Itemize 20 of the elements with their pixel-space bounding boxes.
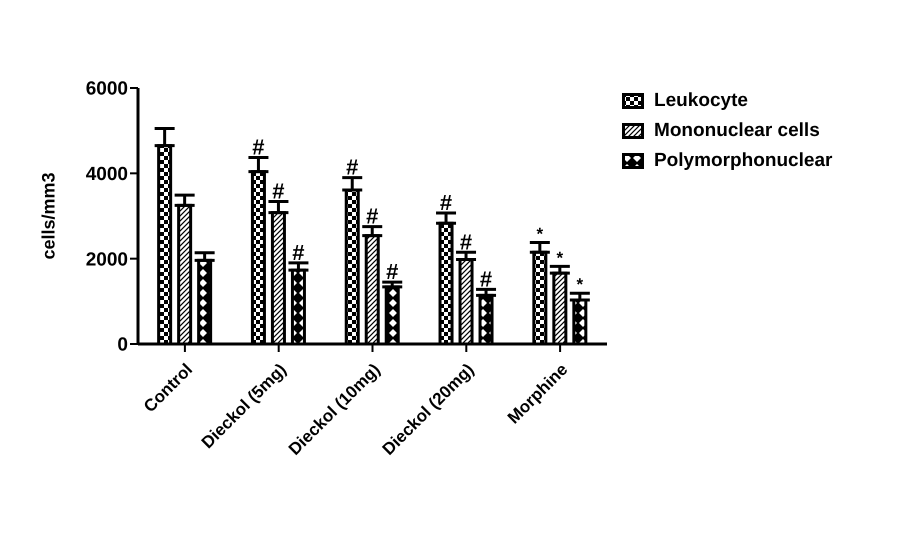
data-label: # — [366, 204, 378, 229]
y-tick-label: 0 — [117, 334, 128, 356]
y-tick-label: 4000 — [86, 164, 128, 186]
text: Mononuclear cells — [654, 120, 820, 142]
data-label: # — [252, 134, 265, 160]
data-label: # — [480, 266, 492, 292]
data-label: # — [292, 240, 305, 265]
data-label: # — [440, 190, 452, 216]
data-label: # — [272, 178, 285, 204]
text: Polymorphonuclear — [654, 150, 832, 172]
y-tick-label: 6000 — [86, 78, 128, 100]
data-label: # — [386, 259, 398, 284]
y-axis-title: cells/mm3 — [38, 172, 58, 260]
data-label: # — [460, 229, 472, 254]
y-tick-label: 2000 — [86, 249, 128, 270]
data-label: * — [556, 248, 564, 268]
text: Leukocyte — [654, 90, 748, 112]
data-label: * — [576, 275, 584, 294]
data-label: * — [536, 224, 544, 244]
data-label: # — [346, 154, 358, 180]
